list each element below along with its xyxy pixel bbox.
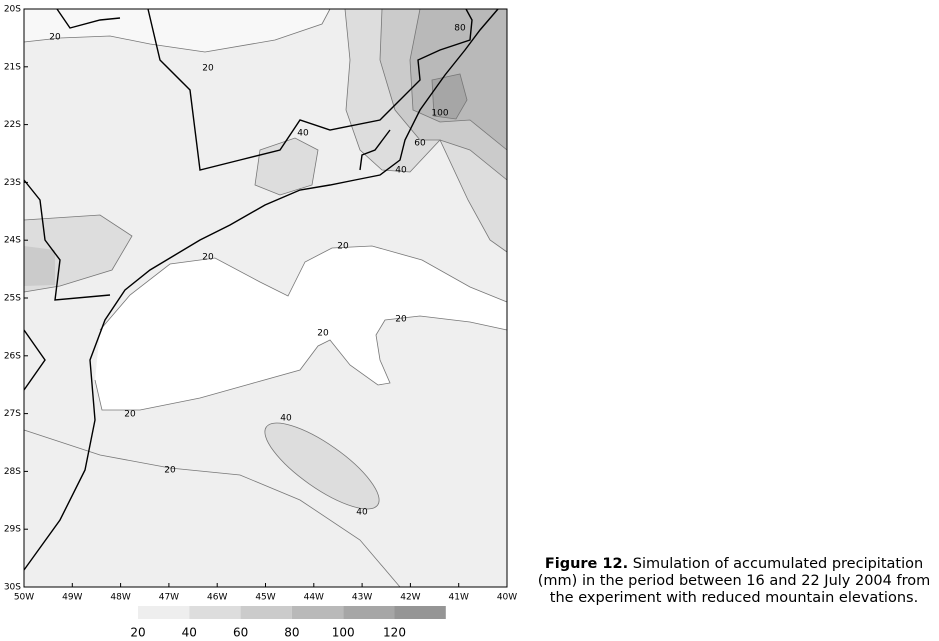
contour-label: 20: [202, 64, 214, 74]
caption: Figure 12. Simulation of accumulated pre…: [532, 556, 936, 607]
contour-label: 100: [431, 109, 448, 119]
contour-area: [432, 74, 467, 119]
contour-label: 20: [337, 242, 349, 252]
contour-line: [409, 8, 508, 151]
shading: [24, 9, 507, 587]
contour-label: 20: [49, 33, 61, 43]
contour-label: 20: [124, 410, 136, 420]
caption-label: Figure 12.: [544, 556, 629, 572]
caption-text: Simulation of accumulated precipitation …: [537, 556, 931, 606]
contour-label: 40: [280, 414, 292, 424]
contour-line: [344, 8, 508, 253]
contour-area: [264, 422, 380, 510]
y-tick-label: 25S: [4, 294, 21, 304]
contour-label: 60: [414, 139, 426, 149]
x-tick-label: 47W: [159, 593, 179, 603]
colorbar-label: 60: [233, 626, 248, 638]
contour-label: 20: [317, 329, 329, 339]
colorbar-box: [189, 606, 241, 619]
contour-line: [379, 8, 508, 181]
x-tick-label: 44W: [304, 593, 324, 603]
x-tick-label: 40W: [497, 593, 517, 603]
coastline: [23, 8, 499, 571]
y-tick-label: 24S: [4, 236, 21, 246]
coast: [23, 8, 499, 571]
contour-label: 40: [297, 129, 309, 139]
y-tick-label: 30S: [4, 583, 21, 593]
border: [23, 329, 46, 391]
x-tick-label: 48W: [110, 593, 130, 603]
y-tick-label: 27S: [4, 409, 21, 419]
y-tick-label: 21S: [4, 62, 21, 72]
colorbar-label: 80: [284, 626, 299, 638]
border: [23, 179, 111, 301]
contour-line: [23, 429, 401, 588]
contour-label: 40: [356, 508, 368, 518]
contour-label: 40: [395, 166, 407, 176]
contour-area: [24, 246, 55, 286]
y-tick-label: 23S: [4, 178, 21, 188]
y-tick-label: 29S: [4, 525, 21, 535]
x-tick-label: 45W: [255, 593, 275, 603]
y-tick-label: 22S: [4, 120, 21, 130]
contour-line: [94, 315, 508, 411]
y-tick-label: 26S: [4, 351, 21, 361]
colorbar-box: [291, 606, 344, 619]
colorbar-label: 100: [332, 626, 355, 638]
contour-line: [23, 214, 133, 293]
low-area: [95, 246, 507, 410]
colorbar-label: 40: [182, 626, 197, 638]
y-tick-label: 28S: [4, 467, 21, 477]
colorbar-box: [138, 606, 190, 619]
y-tick-label: 20S: [4, 5, 21, 15]
contour-label: 80: [454, 24, 466, 34]
contour-line: [431, 73, 468, 120]
x-tick-label: 50W: [14, 593, 34, 603]
x-tick-label: 46W: [207, 593, 227, 603]
x-tick-label: 49W: [62, 593, 82, 603]
x-tick-label: 42W: [400, 593, 420, 603]
colorbar-label: 120: [383, 626, 406, 638]
colorbar-box: [240, 606, 292, 619]
contour-label: 20: [164, 466, 176, 476]
x-tick-label: 41W: [449, 593, 469, 603]
border: [56, 8, 121, 29]
border: [359, 129, 391, 171]
colorbar-label: 20: [130, 626, 145, 638]
contour-label: 20: [395, 315, 407, 325]
x-tick-label: 43W: [352, 593, 372, 603]
border: [147, 8, 473, 171]
contour-line: [99, 245, 508, 331]
contour-line: [23, 8, 331, 53]
contour-label: 20: [202, 253, 214, 263]
contour-lines: [23, 8, 508, 588]
colorbar-box: [394, 606, 446, 619]
contour-line: [254, 137, 319, 196]
colorbar-box: [343, 606, 395, 619]
